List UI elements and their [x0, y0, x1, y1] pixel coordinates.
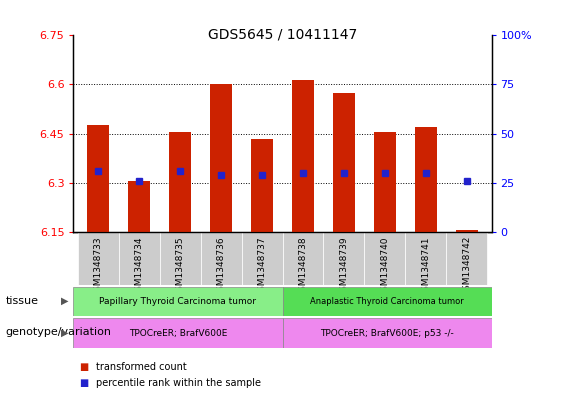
Text: tissue: tissue	[6, 296, 38, 306]
Text: genotype/variation: genotype/variation	[6, 327, 112, 338]
Text: ▶: ▶	[61, 296, 68, 306]
Bar	[128, 181, 150, 232]
Bar	[364, 232, 406, 285]
Text: ■: ■	[79, 378, 88, 388]
Text: GSM1348735: GSM1348735	[176, 236, 185, 297]
Bar	[292, 80, 314, 232]
Bar	[159, 232, 201, 285]
Bar	[87, 125, 109, 232]
Bar	[251, 139, 273, 232]
Bar	[373, 132, 396, 232]
Text: TPOCreER; BrafV600E; p53 -/-: TPOCreER; BrafV600E; p53 -/-	[320, 329, 454, 338]
Text: GSM1348736: GSM1348736	[216, 236, 225, 297]
Bar	[282, 318, 492, 348]
Bar	[415, 127, 437, 232]
Text: Anaplastic Thyroid Carcinoma tumor: Anaplastic Thyroid Carcinoma tumor	[310, 297, 464, 306]
Bar	[456, 230, 478, 232]
Bar	[169, 132, 192, 232]
Text: GSM1348741: GSM1348741	[421, 236, 431, 297]
Bar	[282, 287, 492, 316]
Text: TPOCreER; BrafV600E: TPOCreER; BrafV600E	[129, 329, 227, 338]
Text: GSM1348739: GSM1348739	[340, 236, 349, 297]
Bar	[201, 232, 241, 285]
Bar	[241, 232, 282, 285]
Bar	[210, 84, 232, 232]
Bar	[73, 287, 282, 316]
Text: GSM1348738: GSM1348738	[298, 236, 307, 297]
Text: GDS5645 / 10411147: GDS5645 / 10411147	[208, 28, 357, 42]
Bar	[282, 232, 324, 285]
Bar	[324, 232, 364, 285]
Text: ■: ■	[79, 362, 88, 373]
Text: GSM1348733: GSM1348733	[94, 236, 102, 297]
Text: Papillary Thyroid Carcinoma tumor: Papillary Thyroid Carcinoma tumor	[99, 297, 257, 306]
Bar	[77, 232, 119, 285]
Bar	[446, 232, 488, 285]
Text: percentile rank within the sample: percentile rank within the sample	[96, 378, 261, 388]
Text: ▶: ▶	[61, 327, 68, 338]
Bar	[73, 318, 282, 348]
Text: GSM1348734: GSM1348734	[134, 236, 144, 297]
Text: GSM1348737: GSM1348737	[258, 236, 267, 297]
Bar	[119, 232, 159, 285]
Text: GSM1348742: GSM1348742	[463, 236, 471, 296]
Text: GSM1348740: GSM1348740	[380, 236, 389, 297]
Text: transformed count: transformed count	[96, 362, 187, 373]
Bar	[333, 93, 355, 232]
Bar	[406, 232, 446, 285]
